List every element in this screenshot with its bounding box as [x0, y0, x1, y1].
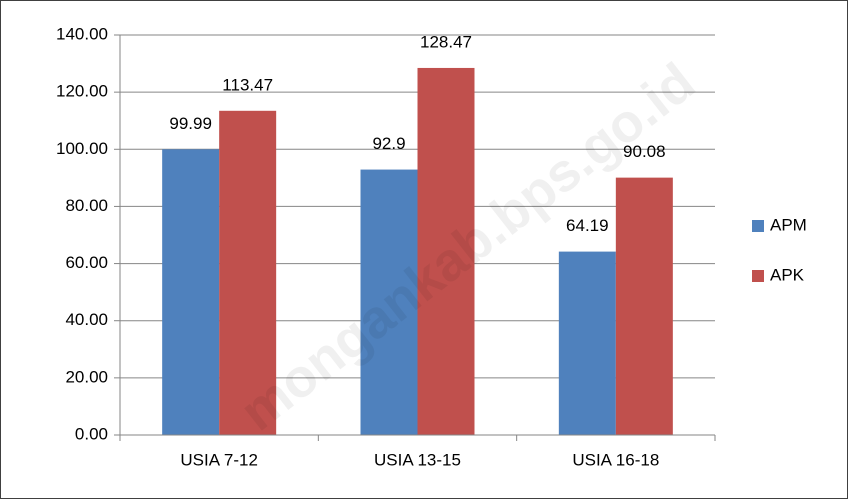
legend-swatch — [752, 220, 764, 232]
data-label: 64.19 — [566, 216, 609, 235]
x-tick-label: USIA 7-12 — [180, 450, 258, 469]
x-tick-label: USIA 13-15 — [374, 450, 461, 469]
bar — [360, 169, 418, 436]
legend-label: APK — [770, 265, 805, 284]
bar — [162, 149, 220, 436]
data-label: 113.47 — [222, 75, 273, 94]
y-tick-label: 80.00 — [65, 196, 108, 215]
y-tick-label: 100.00 — [56, 139, 108, 158]
y-tick-label: 140.00 — [56, 24, 108, 43]
data-label: 99.99 — [169, 114, 212, 133]
y-tick-label: 40.00 — [65, 310, 108, 329]
bar — [615, 177, 673, 435]
data-label: 128.47 — [420, 32, 472, 51]
y-tick-label: 120.00 — [56, 82, 108, 101]
bar — [417, 67, 475, 435]
legend-swatch — [752, 270, 764, 282]
y-tick-label: 0.00 — [75, 424, 108, 443]
y-tick-label: 20.00 — [65, 367, 108, 386]
data-label: 92.9 — [372, 134, 405, 153]
legend-label: APM — [770, 215, 807, 234]
x-tick-label: USIA 16-18 — [572, 450, 659, 469]
data-label: 90.08 — [623, 142, 666, 161]
y-tick-label: 60.00 — [65, 253, 108, 272]
bar — [219, 110, 277, 436]
bar — [558, 251, 616, 435]
